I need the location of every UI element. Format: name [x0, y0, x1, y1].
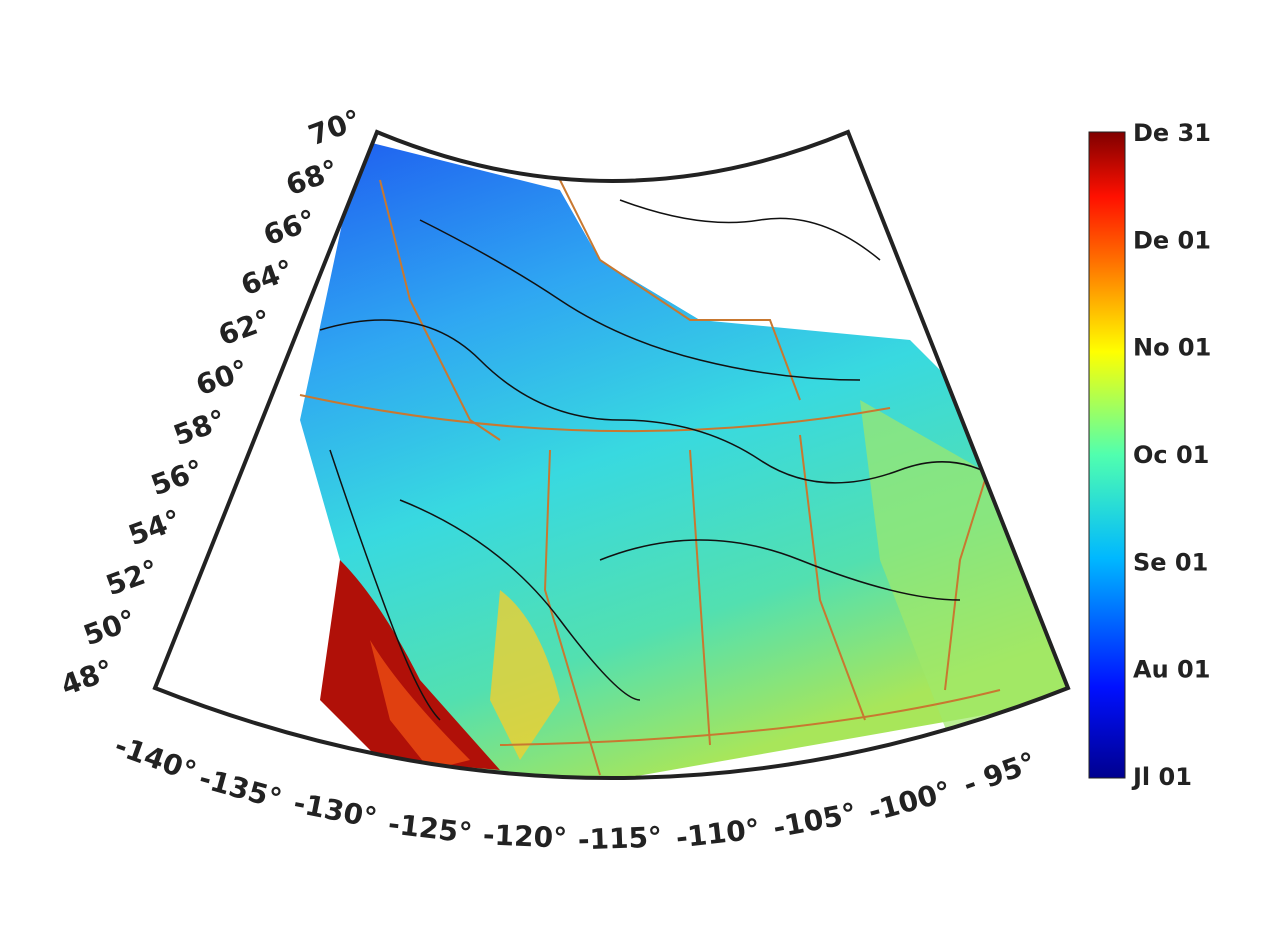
latitude-label: 60°	[192, 353, 253, 402]
longitude-label: -110°	[674, 812, 761, 854]
longitude-label: -125°	[386, 807, 473, 850]
latitude-label: 66°	[259, 203, 320, 252]
latitude-label: 56°	[147, 453, 208, 502]
longitude-label: -135°	[195, 761, 285, 815]
latitude-label: 54°	[124, 503, 185, 552]
colorbar-label: Jl 01	[1131, 763, 1192, 791]
latitude-label: 68°	[282, 153, 343, 202]
colorbar	[1088, 131, 1126, 779]
longitude-label: - 95°	[959, 746, 1040, 802]
latitude-label: 58°	[169, 403, 230, 452]
latitude-label: 48°	[57, 653, 118, 702]
colorbar-label: De 31	[1133, 119, 1211, 147]
colorbar-label: De 01	[1133, 226, 1211, 254]
longitude-label: -140°	[110, 729, 200, 789]
latitude-label: 62°	[214, 303, 275, 352]
latitude-label: 70°	[304, 103, 365, 152]
colorbar-label: Oc 01	[1133, 441, 1209, 469]
colorbar-label: Au 01	[1133, 656, 1210, 684]
longitude-label: -120°	[482, 818, 567, 854]
latitude-label: 50°	[79, 603, 140, 652]
longitude-label: -100°	[865, 775, 955, 829]
latitude-label: 64°	[237, 253, 298, 302]
colorbar-label: Se 01	[1133, 548, 1208, 576]
longitude-label: -115°	[577, 821, 662, 857]
colorbar-label: No 01	[1133, 334, 1211, 362]
longitude-label: -105°	[770, 796, 859, 844]
latitude-label: 52°	[102, 553, 163, 602]
map-frame	[152, 129, 1071, 780]
longitude-label: -130°	[291, 786, 380, 835]
